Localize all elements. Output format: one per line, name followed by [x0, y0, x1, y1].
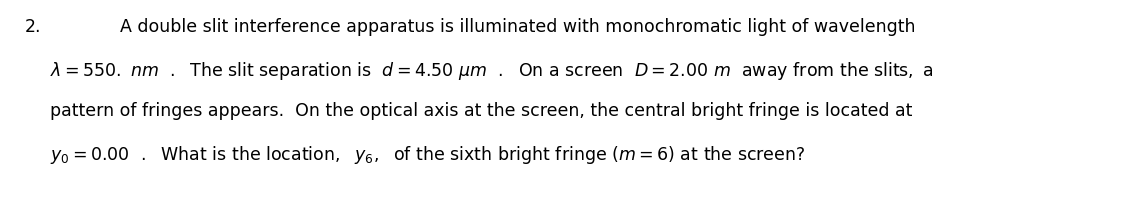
Text: pattern of fringes appears.  On the optical axis at the screen, the central brig: pattern of fringes appears. On the optic…	[50, 102, 912, 120]
Text: A double slit interference apparatus is illuminated with monochromatic light of : A double slit interference apparatus is …	[120, 18, 916, 36]
Text: 2.: 2.	[25, 18, 42, 36]
Text: $y_0 = 0.00\ \ .\ \ \mathrm{What\ is\ the\ location,\ }\ y_6\mathrm{,\ \ of\ the: $y_0 = 0.00\ \ .\ \ \mathrm{What\ is\ th…	[50, 144, 806, 166]
Text: $\lambda = 550.\ \mathit{nm}\ \ .\ \ \mathrm{The\ slit\ separation\ is\ }\ d = 4: $\lambda = 550.\ \mathit{nm}\ \ .\ \ \ma…	[50, 60, 934, 82]
